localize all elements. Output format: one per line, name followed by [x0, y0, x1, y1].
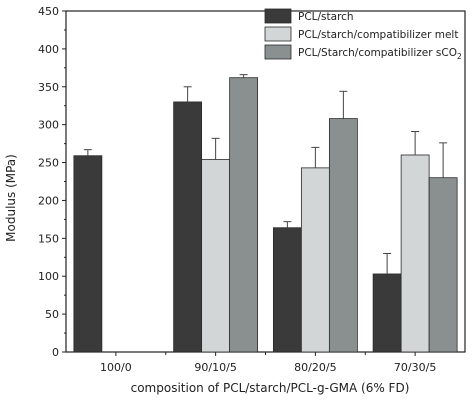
legend-label: PCL/starch/compatibilizer melt [298, 29, 458, 41]
legend-swatch [264, 44, 292, 60]
legend-swatch [264, 26, 292, 42]
y-tick-label: 100 [38, 270, 59, 283]
y-tick-label: 350 [38, 81, 59, 94]
legend-label: PCL/Starch/compatibilizer sCO2 [298, 47, 462, 61]
x-tick-label: 90/10/5 [194, 361, 236, 374]
x-tick-label: 80/20/5 [294, 361, 336, 374]
y-tick-label: 0 [52, 346, 59, 359]
legend-label-subscript: 2 [457, 52, 462, 61]
bar [400, 154, 430, 353]
x-tick-label: 70/30/5 [394, 361, 436, 374]
bar [428, 177, 458, 353]
legend-swatch [264, 8, 292, 24]
y-tick-label: 150 [38, 232, 59, 245]
y-tick-label: 250 [38, 157, 59, 170]
bar [372, 273, 402, 353]
y-tick-label: 450 [38, 5, 59, 18]
y-tick-label: 300 [38, 119, 59, 132]
legend: PCL/starch PCL/starch/compatibilizer melt… [264, 8, 462, 61]
x-tick-label: 100/0 [100, 361, 132, 374]
bar [229, 77, 259, 353]
y-tick-label: 200 [38, 194, 59, 207]
y-axis-title: Modulus (MPa) [4, 154, 18, 242]
x-axis-title: composition of PCL/starch/PCL-g-GMA (6% … [131, 381, 410, 395]
bar [328, 118, 358, 353]
plot-area: 0 50 100 150 200 250 300 350 400 450 100/0 90/10/5 8… [38, 5, 466, 374]
bar [201, 159, 231, 353]
legend-label: PCL/starch [298, 11, 354, 23]
bar [272, 227, 302, 353]
bar [173, 101, 203, 353]
bar [73, 155, 103, 353]
y-tick-label: 50 [45, 308, 59, 321]
y-tick-label: 400 [38, 43, 59, 56]
bar [300, 167, 330, 353]
